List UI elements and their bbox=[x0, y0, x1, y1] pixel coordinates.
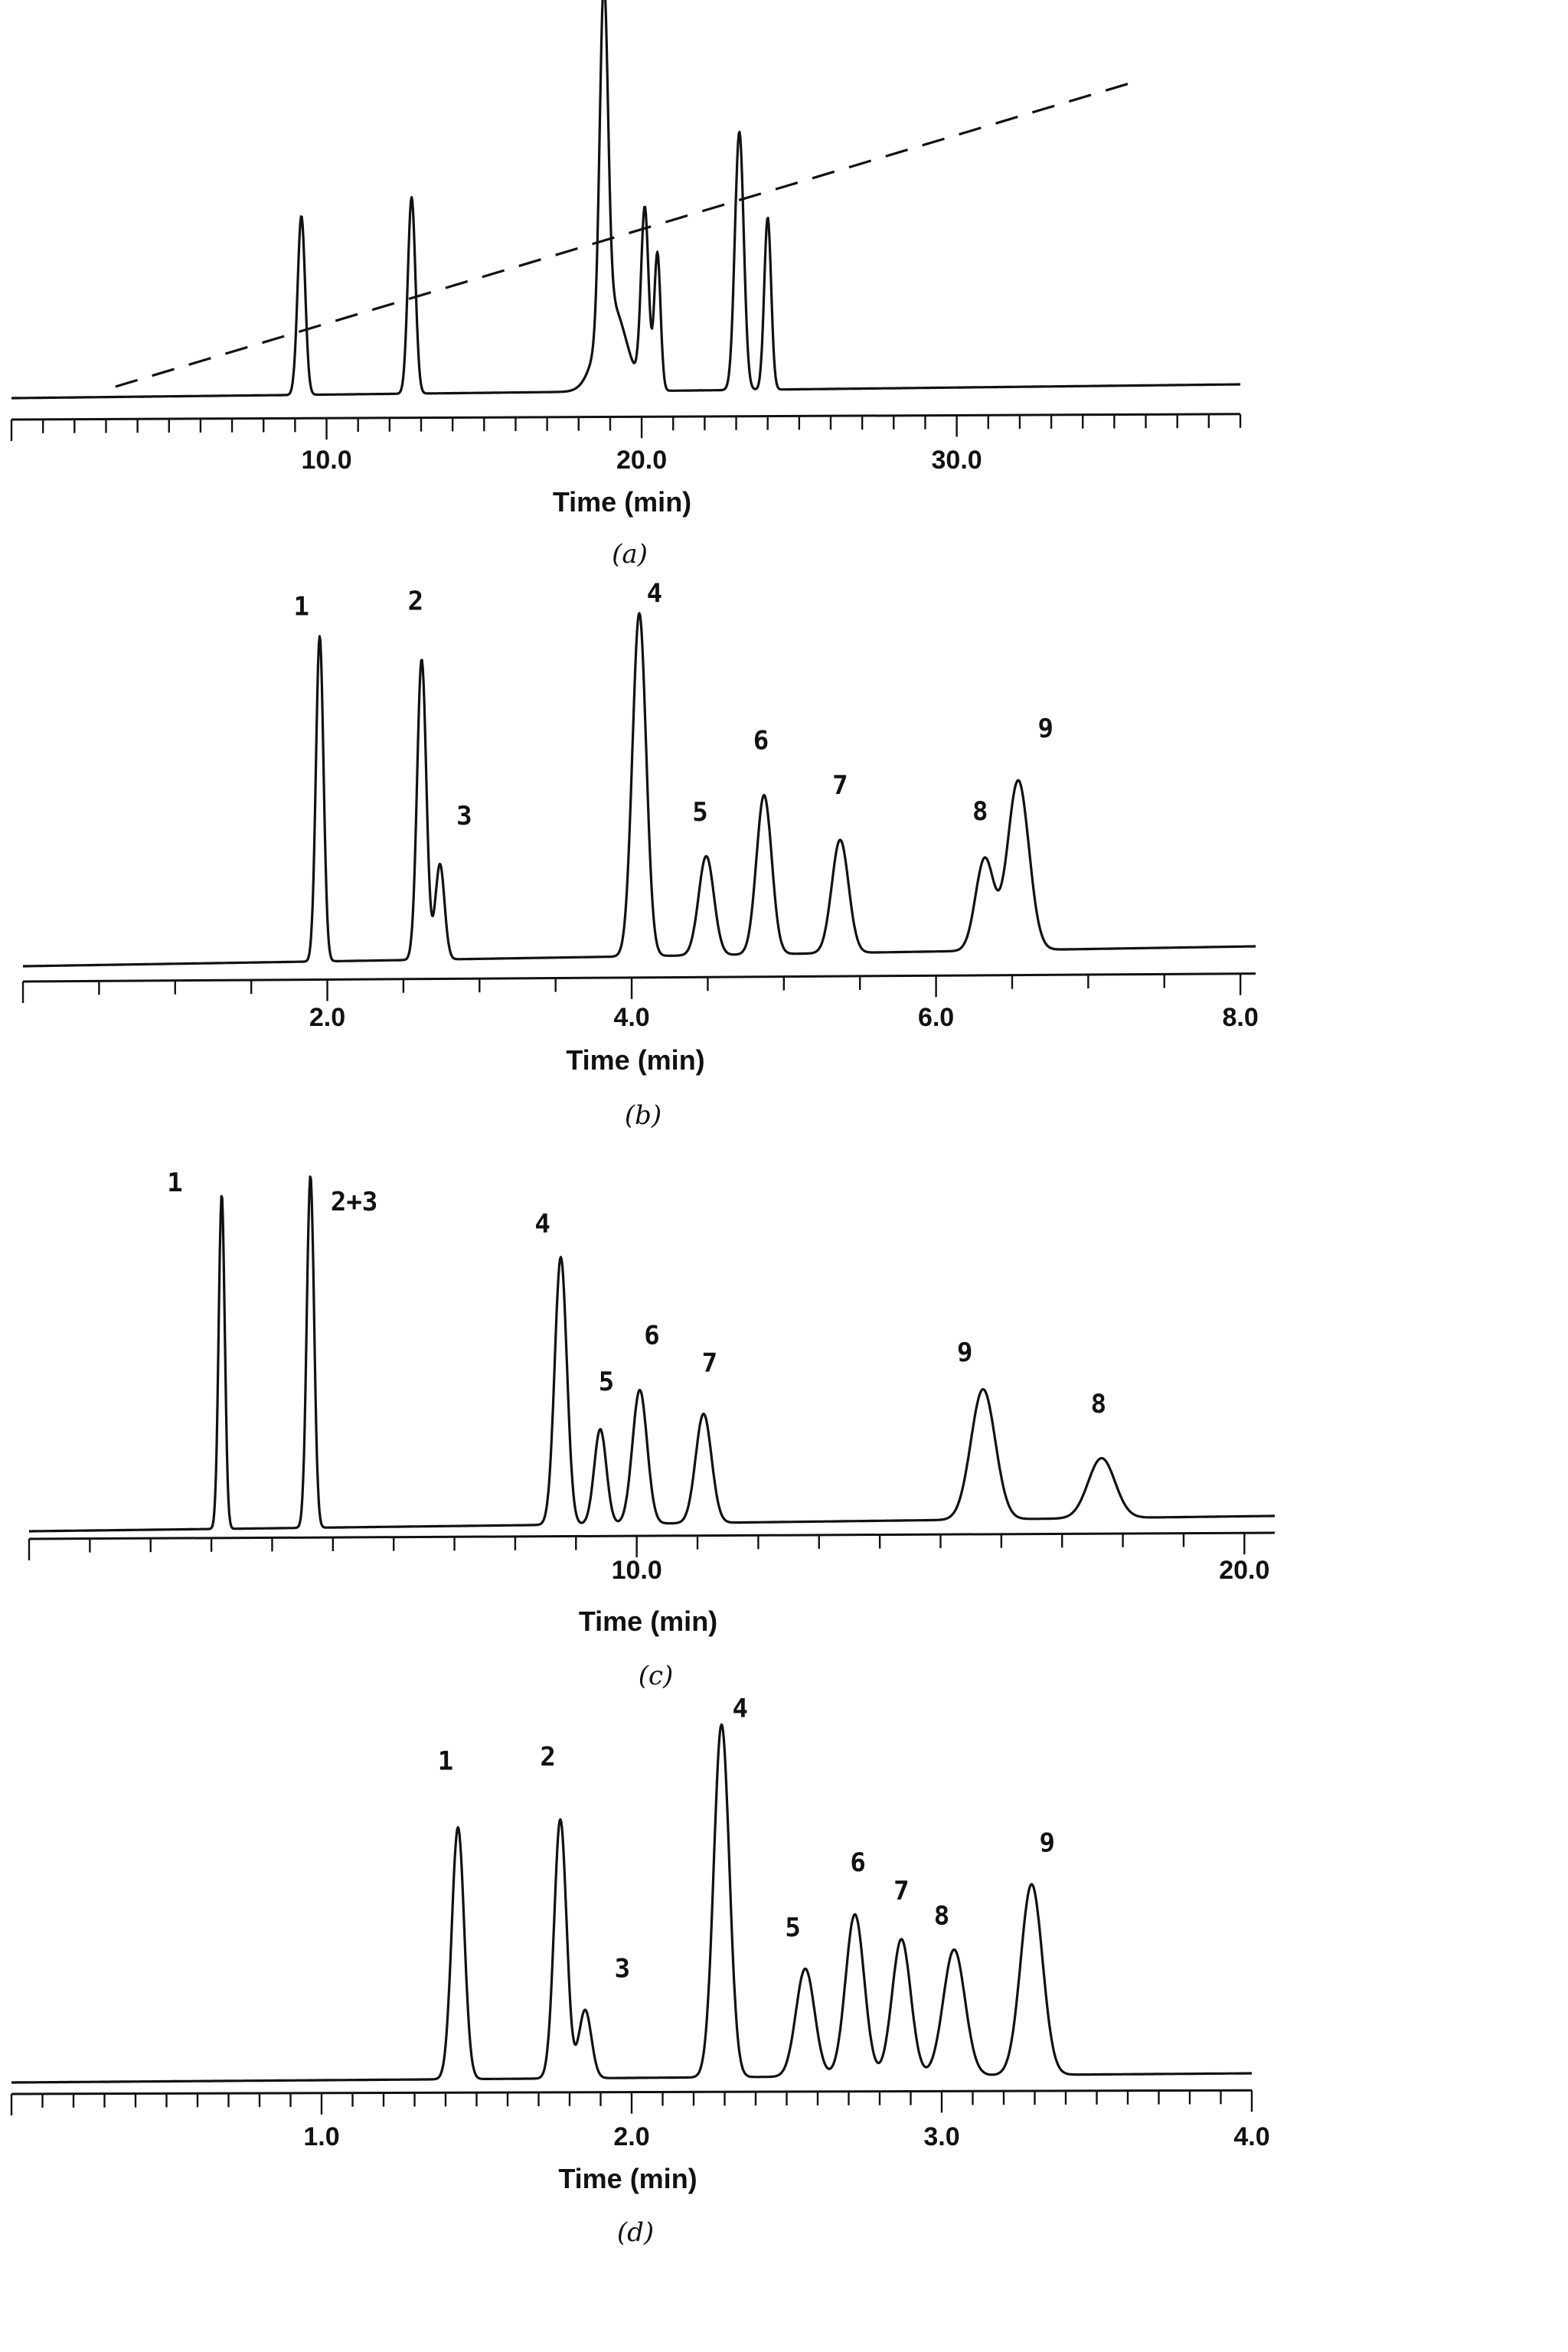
x-tick-label: 3.0 bbox=[923, 2122, 959, 2151]
x-axis bbox=[28, 1531, 1276, 1540]
chromatogram-panel-a: 10.0 20.0 30.0 Time (min) (a) bbox=[10, 0, 1242, 570]
chromatogram-panel-c: 10.0 20.0 Time (min) (c) 1 2+3 4 56 7 9 8 bbox=[28, 1168, 1276, 1691]
peak-label: 4 bbox=[647, 579, 662, 609]
x-axis-title: Time (min) bbox=[558, 2163, 697, 2194]
x-tick-label: 4.0 bbox=[613, 1003, 649, 1032]
panel-caption: (a) bbox=[612, 539, 648, 570]
peak-label: 6 bbox=[850, 1847, 865, 1878]
peak-label: 2 bbox=[408, 586, 423, 616]
x-tick-label: 6.0 bbox=[918, 1003, 954, 1032]
peak-label: 4 bbox=[733, 1694, 748, 1724]
peak-label: 1 bbox=[293, 591, 309, 622]
x-tick-label: 2.0 bbox=[309, 1003, 345, 1032]
x-axis bbox=[11, 413, 1241, 421]
peak-label: 1 bbox=[438, 1746, 453, 1777]
peak-label: 2+3 bbox=[331, 1187, 377, 1217]
signal-trace bbox=[22, 612, 1256, 968]
peak-label: 9 bbox=[1037, 714, 1053, 744]
peak-label: 8 bbox=[1091, 1389, 1106, 1419]
x-tick-label: 20.0 bbox=[1219, 1556, 1269, 1585]
signal-trace bbox=[28, 1175, 1276, 1533]
peak-label: 5 bbox=[692, 797, 707, 828]
peak-label: 7 bbox=[702, 1348, 717, 1378]
x-tick-label: 4.0 bbox=[1233, 2122, 1269, 2151]
peak-label: 4 bbox=[534, 1209, 550, 1240]
x-tick-label: 10.0 bbox=[612, 1556, 662, 1585]
peak-label: 5 bbox=[785, 1913, 800, 1943]
peak-label: 7 bbox=[832, 770, 848, 801]
peak-label: 6 bbox=[644, 1320, 659, 1351]
x-tick-label: 1.0 bbox=[303, 2122, 339, 2151]
peak-label: 9 bbox=[1039, 1828, 1054, 1859]
panel-caption: (d) bbox=[617, 2217, 654, 2248]
x-axis-title: Time (min) bbox=[579, 1606, 717, 1637]
panel-caption: (c) bbox=[639, 1661, 674, 1691]
chromatogram-panel-b: 2.0 4.0 6.0 8.0 Time (min) (b) 1 2 3 4 5 6 7 8 9 bbox=[21, 579, 1259, 1131]
peak-label: 3 bbox=[456, 801, 472, 831]
peak-label: 2 bbox=[540, 1742, 555, 1772]
peak-label: 8 bbox=[972, 796, 988, 827]
x-axis bbox=[22, 972, 1256, 983]
peak-label: 7 bbox=[893, 1876, 909, 1906]
chromatogram-panel-d: 1.0 2.0 3.0 4.0 Time (min) (d) 1 2 3 4 5 678 9 bbox=[10, 1694, 1270, 2248]
peak-label: 9 bbox=[957, 1338, 972, 1368]
peak-label: 5 bbox=[599, 1367, 614, 1397]
x-axis-title: Time (min) bbox=[553, 486, 691, 518]
gradient-line bbox=[115, 79, 1140, 388]
panel-caption: (b) bbox=[625, 1100, 662, 1131]
peak-label: 1 bbox=[167, 1168, 182, 1198]
x-axis-title: Time (min) bbox=[566, 1044, 704, 1076]
peak-label: 6 bbox=[753, 725, 769, 756]
peak-label: 3 bbox=[615, 1953, 630, 1984]
x-tick-label: 20.0 bbox=[616, 446, 667, 475]
peak-label: 8 bbox=[934, 1901, 949, 1932]
signal-trace bbox=[11, 0, 1241, 400]
x-tick-label: 30.0 bbox=[932, 446, 982, 475]
x-tick-label: 10.0 bbox=[301, 446, 351, 475]
signal-trace bbox=[11, 1723, 1253, 2084]
x-tick-label: 8.0 bbox=[1222, 1003, 1258, 1032]
x-tick-label: 2.0 bbox=[613, 2122, 649, 2151]
